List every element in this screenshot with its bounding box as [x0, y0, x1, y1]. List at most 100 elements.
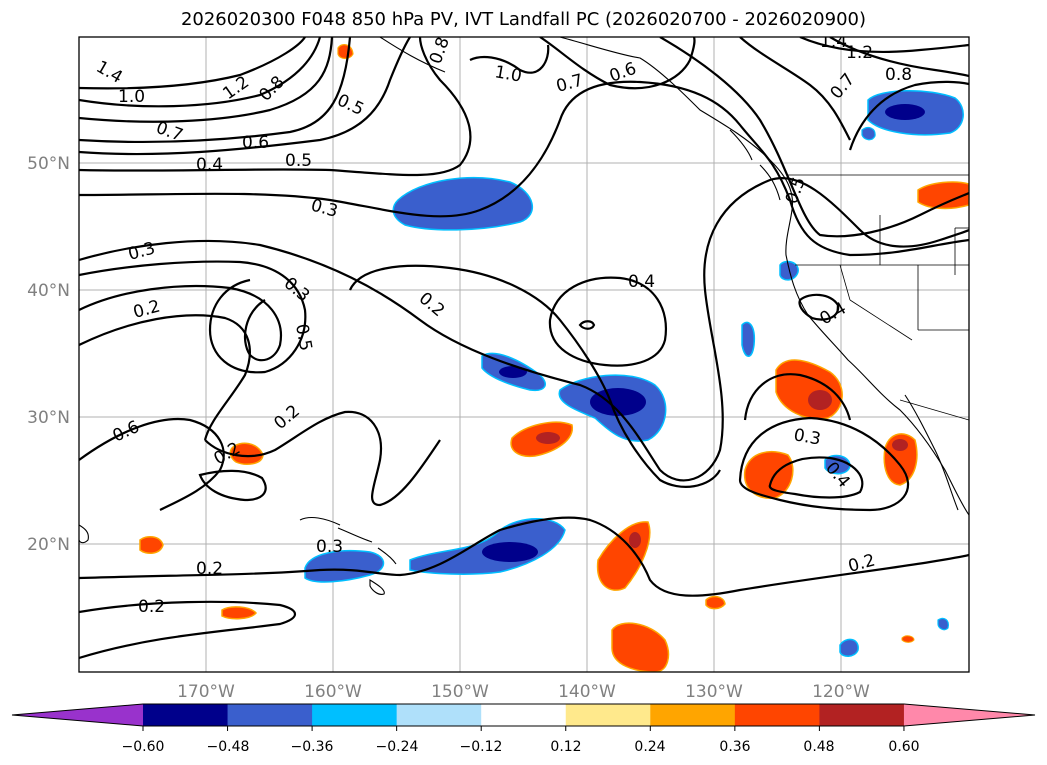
contour-label: 0.5	[291, 322, 315, 352]
negative-pv-core	[885, 104, 925, 120]
colorbar-label: 0.60	[888, 739, 919, 755]
lon-tick-label: 120°W	[812, 682, 870, 702]
lat-tick-label: 50°N	[27, 154, 70, 174]
lon-tick-label: 170°W	[177, 682, 235, 702]
colorbar-swatch	[481, 704, 567, 726]
contour-line-closed	[578, 320, 596, 330]
positive-pv-blob	[611, 622, 670, 672]
baja-coastline	[904, 394, 959, 511]
contour-line	[79, 177, 969, 482]
negative-pv-core	[590, 388, 646, 416]
colorbar-label: −0.12	[460, 739, 503, 755]
contour-line	[79, 600, 297, 660]
state-border	[839, 264, 851, 301]
pv-contours	[79, 37, 969, 660]
contour-line	[79, 37, 334, 123]
hawaii-islands	[299, 516, 397, 565]
contour-line	[799, 37, 969, 54]
colorbar-swatch	[565, 704, 651, 726]
contour-label: 0.3	[792, 425, 822, 449]
positive-pv-core	[892, 439, 908, 451]
negative-pv-blob	[839, 638, 859, 657]
contour-line	[79, 37, 352, 144]
contour-line	[739, 37, 851, 141]
contour-line	[79, 37, 411, 156]
positive-pv-blob	[901, 635, 915, 643]
pv-shading-positive	[139, 44, 969, 672]
contour-line	[829, 37, 969, 78]
contour-line-closed	[548, 276, 667, 367]
political-borders	[788, 174, 969, 421]
contour-line	[539, 37, 696, 90]
colorbar-swatch	[227, 704, 313, 726]
contour-line-closed	[768, 456, 864, 499]
bc-islands	[729, 129, 781, 201]
positive-pv-blob	[221, 606, 257, 620]
lat-tick-label: 30°N	[27, 408, 70, 428]
colorbar-label: 0.24	[634, 739, 665, 755]
contour-label: 1.2	[846, 43, 873, 63]
positive-pv-blob	[139, 535, 164, 555]
contour-line	[79, 37, 322, 108]
contour-line-closed	[798, 293, 840, 321]
map-frame	[78, 36, 970, 673]
contour-line-closed	[738, 416, 910, 512]
colorbar-label: −0.24	[376, 739, 419, 755]
contour-label: 1.0	[493, 62, 523, 86]
colorbar-swatch	[650, 704, 736, 726]
colorbar-swatch	[312, 704, 398, 726]
contour-label: 1.4	[820, 32, 847, 52]
contour-label: 0.5	[285, 151, 312, 171]
contour-label: 0.8	[885, 65, 912, 85]
contour-label: 0.4	[196, 155, 223, 175]
map-background	[79, 37, 969, 672]
contour-label: 0.3	[316, 537, 343, 557]
longitude-tick-labels: 170°W 160°W 150°W 140°W 130°W 120°W	[177, 682, 870, 702]
colorbar-label: −0.36	[291, 739, 334, 755]
lat-tick-label: 40°N	[27, 281, 70, 301]
colorbar-label: 0.48	[803, 739, 834, 755]
alaska-coastline	[379, 37, 446, 73]
positive-pv-core	[808, 390, 832, 410]
latitude-tick-labels: 50°N 40°N 30°N 20°N	[27, 154, 70, 555]
positive-pv-blob	[705, 595, 726, 610]
lon-tick-label: 140°W	[558, 682, 616, 702]
contour-line	[659, 37, 969, 238]
colorbar-label: −0.60	[122, 739, 165, 755]
state-border	[849, 299, 913, 341]
negative-pv-core	[482, 542, 538, 562]
contour-line	[79, 37, 472, 177]
contour-line	[848, 80, 969, 151]
positive-pv-blob	[917, 181, 969, 210]
contour-label: 1.0	[118, 87, 145, 107]
positive-pv-core	[629, 532, 641, 548]
us-mexico-border	[899, 399, 969, 421]
contour-line	[743, 373, 852, 421]
contour-line	[79, 284, 282, 362]
negative-pv-blob	[304, 549, 385, 583]
negative-pv-core	[499, 366, 527, 378]
colorbar-ticks	[142, 726, 905, 731]
contour-label: 0.4	[628, 272, 655, 292]
contour-label: 0.6	[242, 133, 269, 153]
negative-pv-blob	[937, 617, 949, 631]
contour-line	[204, 410, 441, 507]
colorbar-extend-min	[12, 704, 143, 726]
contour-label: 0.2	[196, 559, 223, 579]
colorbar-extend-max	[903, 704, 1035, 726]
island	[369, 579, 385, 595]
colorbar-swatches	[11, 703, 1036, 727]
island	[79, 524, 89, 544]
contour-line	[79, 260, 307, 374]
lon-tick-label: 150°W	[431, 682, 489, 702]
colorbar-swatch	[143, 704, 229, 726]
map-title: 2026020300 F048 850 hPa PV, IVT Landfall…	[180, 9, 867, 30]
colorbar-label: 0.36	[719, 739, 750, 755]
lon-tick-label: 160°W	[304, 682, 362, 702]
colorbar-label: 0.12	[550, 739, 581, 755]
negative-pv-blob	[861, 126, 876, 141]
contour-line	[469, 44, 550, 74]
contour-line	[79, 80, 969, 257]
map-content: 1.4 1.0 1.2 0.8 0.7 0.6 0.5 0.4 0.3 0.3 …	[79, 32, 969, 672]
